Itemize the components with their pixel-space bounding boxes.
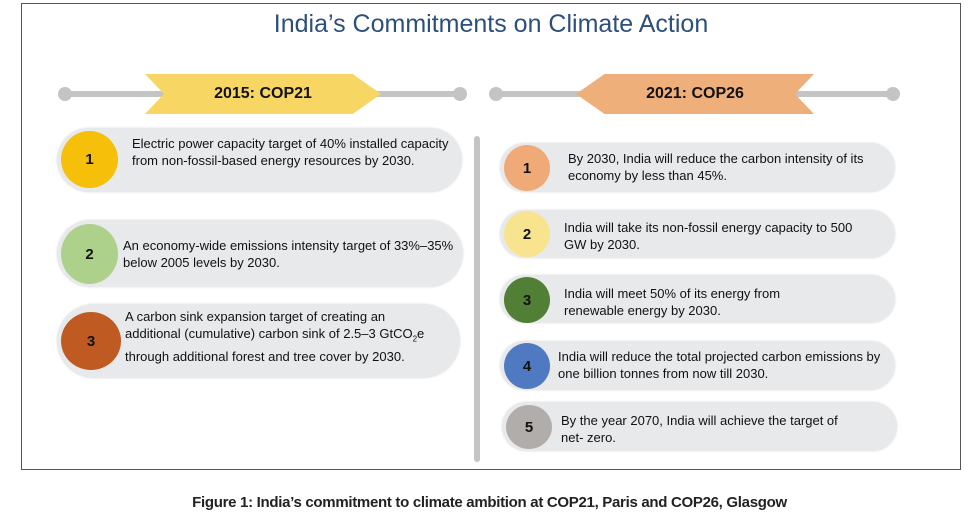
cop26-item-3 [500,275,895,323]
cop21-banner: 2015: COP21 [145,74,381,114]
cop26-banner: 2021: COP26 [576,74,814,114]
item-text: By the year 2070, India will achieve the… [561,413,838,445]
number-badge: 1 [61,131,118,188]
number-badge: 3 [504,277,550,323]
item-text: An economy-wide emissions intensity targ… [123,238,454,270]
cop21-item-2 [57,220,463,287]
number-badge: 1 [504,145,550,191]
cop26-item-2 [500,210,895,258]
cop21-item-1 [57,128,462,192]
item-text: A carbon sink expansion target of creati… [125,309,425,364]
cop26-item-5 [502,402,897,451]
item-text: India will reduce the total projected ca… [558,349,881,381]
timeline-dot [489,87,503,101]
timeline-dot [58,87,72,101]
item-text: India will meet 50% of its energy from r… [564,286,781,318]
page-title: India’s Commitments on Climate Action [273,10,709,38]
figure-frame [21,3,961,470]
cop26-item-4 [500,341,895,390]
cop21-item-3 [57,304,460,378]
number-badge: 2 [61,224,118,284]
item-text: Electric power capacity target of 40% in… [132,136,449,168]
number-badge: 4 [504,343,550,389]
number-badge: 2 [504,211,550,257]
number-badge: 5 [506,405,552,449]
figure-caption: Figure 1: India’s commitment to climate … [192,494,787,511]
cop26-item-1 [500,143,895,192]
item-text: By 2030, India will reduce the carbon in… [568,151,864,183]
timeline-dot [453,87,467,101]
timeline-dot [886,87,900,101]
divider-line [474,136,480,462]
item-text: India will take its non-fossil energy ca… [564,220,853,252]
number-badge: 3 [61,312,121,370]
